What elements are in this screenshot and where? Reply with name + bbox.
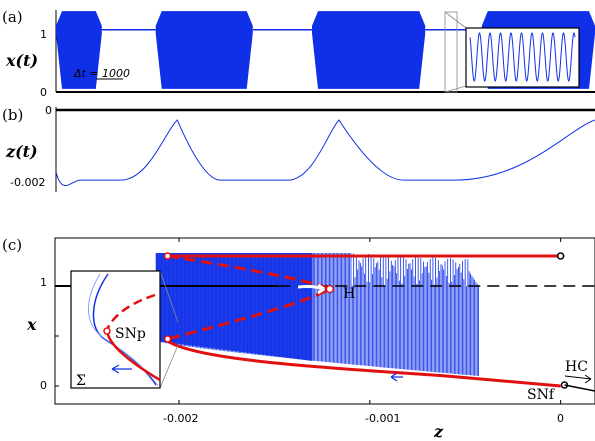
panel-c-ytick-1: 1 <box>40 276 47 289</box>
annotation-hc: HC <box>565 359 588 375</box>
scale-bar-label: Δt = 1000 <box>73 67 130 80</box>
hc-marker-top <box>556 252 565 260</box>
panel-a-label: (a) <box>2 8 23 26</box>
inset-c-connector-bottom <box>159 344 179 389</box>
panel-a-ytick-1: 1 <box>40 28 47 41</box>
panel-a-ytick-0: 0 <box>40 86 47 99</box>
inset-connector-bottom <box>444 85 467 93</box>
panel-a-inset <box>444 11 580 93</box>
panel-c-label: (c) <box>2 236 22 254</box>
panel-b-label: (b) <box>2 106 23 124</box>
oscillation-block-4 <box>312 11 426 89</box>
annotation-snp: SNp <box>115 326 146 342</box>
inset-frame <box>465 27 580 88</box>
oscillation-dense-region <box>156 253 313 361</box>
panel-c-flow-arrow <box>390 372 403 382</box>
panel-a-ylabel: x(t) <box>5 51 38 70</box>
annotation-sigma: Σ <box>76 373 86 389</box>
annotation-h: H <box>343 286 355 302</box>
snp-marker <box>103 327 111 335</box>
panel-b: (b) z(t) 0 -0.002 <box>2 104 595 192</box>
annotation-snf: SNf <box>527 387 556 403</box>
panel-a: (a) x(t) 0 1 Δt = 1000 <box>2 8 595 99</box>
z-trace <box>55 119 595 186</box>
inset-source-box <box>444 11 458 93</box>
panel-c-inset <box>70 270 179 389</box>
inset-c-unstable-branch <box>105 293 156 331</box>
oscillation-block-0 <box>56 11 102 89</box>
panel-c-xtick-neg0002: -0.002 <box>163 412 198 425</box>
inset-oscillation <box>469 32 576 82</box>
oscillation-block-2 <box>155 11 253 89</box>
panel-c-xtick-neg0001: -0.001 <box>365 412 400 425</box>
unstable-orbit-branch <box>167 254 334 341</box>
snf-branch <box>564 384 595 392</box>
panel-c-ytick-0: 0 <box>40 379 47 392</box>
inset-connector-top <box>444 11 467 29</box>
lower-orbit-branch <box>166 339 561 388</box>
panel-c-ylabel: x <box>26 315 37 334</box>
panel-b-ytick-neg: -0.002 <box>10 176 45 189</box>
orbit-endpoint-top <box>163 252 172 260</box>
panel-c-white-arrow <box>297 283 325 295</box>
orbit-endpoint-bottom <box>163 335 172 343</box>
panel-b-ylabel: z(t) <box>5 142 38 161</box>
inset-c-flow-arrow-head <box>111 364 120 374</box>
panel-c: (c) x z -0.002 -0.001 0 0 1 H <box>2 236 595 441</box>
hopf-marker <box>325 284 335 294</box>
panel-c-xlabel: z <box>433 422 444 441</box>
panel-c-xtick-0: 0 <box>557 412 564 425</box>
hc-arrow <box>564 374 592 384</box>
panel-b-ytick-0: 0 <box>45 104 52 117</box>
inset-c-connector-top <box>159 270 179 323</box>
panel-c-ticks <box>55 238 562 404</box>
panel-c-frame <box>54 237 595 405</box>
